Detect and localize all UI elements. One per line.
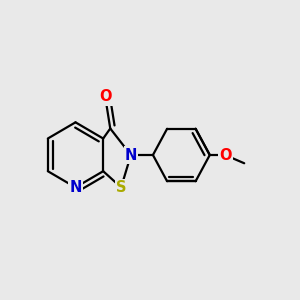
Text: S: S bbox=[116, 180, 126, 195]
Text: O: O bbox=[219, 148, 231, 163]
Text: N: N bbox=[69, 180, 82, 195]
Text: N: N bbox=[125, 148, 137, 163]
Text: O: O bbox=[99, 89, 112, 104]
